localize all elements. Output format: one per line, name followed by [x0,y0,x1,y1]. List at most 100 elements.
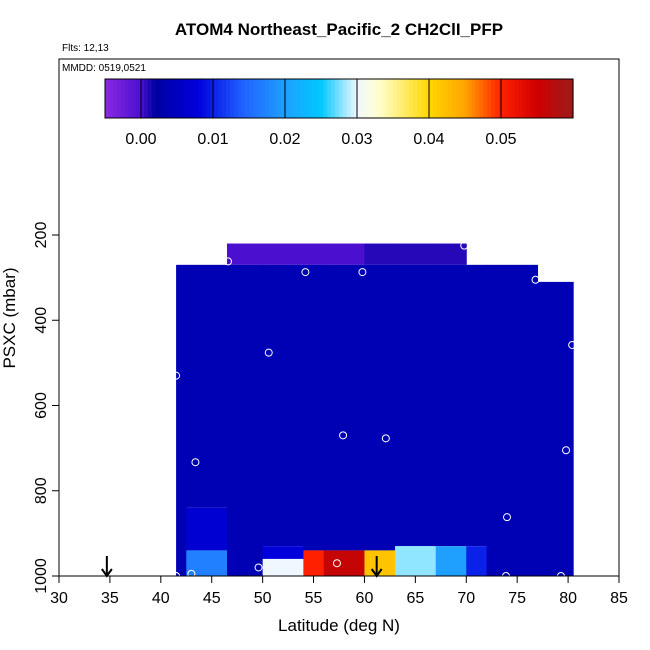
colorbar-segment [346,79,352,118]
heatmap-cell [262,558,304,576]
x-tick-label: 30 [50,590,68,607]
y-tick-label: 600 [33,392,50,419]
colorbar-segment [420,79,426,118]
colorbar-segment [385,79,391,118]
heatmap-cell [186,264,228,508]
colorbar-segment [128,79,133,118]
heatmap-cell [537,281,574,576]
sample-point [187,569,196,578]
heatmap-cell [262,264,304,547]
y-tick-label: 1000 [33,558,50,594]
heatmap-cell [323,264,365,551]
colorbar-segment [237,79,243,118]
colorbar-segment [105,79,110,118]
colorbar-segment [424,79,430,118]
colorbar-segment [362,79,367,118]
colorbar-segment [436,79,441,118]
colorbar-segment [401,79,406,118]
colorbar-segment [323,79,328,118]
x-tick-label: 75 [508,590,526,607]
colorbar-segment [311,79,317,118]
x-tick-label: 40 [152,590,170,607]
colorbar-segment [530,79,535,118]
colorbar-segment [557,79,562,118]
colorbar-segment [284,79,289,118]
sample-point [531,275,540,284]
colorbar-segment [463,79,469,118]
colorbar-segment [405,79,410,118]
x-tick-label: 65 [406,590,424,607]
x-tick-label: 80 [559,590,577,607]
sample-point [172,371,181,380]
colorbar-segment [144,79,149,118]
colorbar-segment [112,79,118,118]
colorbar-segment [483,79,488,118]
heatmap-cell [395,546,437,576]
colorbar-segment [175,79,180,118]
colorbar-segment [389,79,395,118]
colorbar-segment [487,79,492,118]
heatmap-cell [186,550,228,576]
colorbar-segment [268,79,274,118]
sample-point [503,513,511,522]
colorbar-segment [417,79,422,118]
colorbar-segment [233,79,239,118]
heatmap-cell [262,243,304,265]
colorbar-segment [272,79,278,118]
heatmap-cell [486,264,539,576]
colorbar-segment [124,79,129,118]
colorbar-segment [526,79,531,118]
colorbar-tick-label: 0.02 [269,131,300,148]
heatmap-cell [395,264,437,547]
heatmap-cell [323,243,365,265]
colorbar-segment [459,79,465,118]
colorbar-segment [190,79,196,118]
colorbar-segment [545,79,551,118]
colorbar-segment [179,79,184,118]
colorbar-segment [171,79,176,118]
heatmap-cell [176,264,187,576]
colorbar: 0.00 0.01 0.02 0.03 0.04 0.05 [104,78,574,148]
colorbar-segment [393,79,399,118]
colorbar-segment [225,79,231,118]
x-axis-label: Latitude (deg N) [278,616,400,635]
y-axis: 200 400 600 800 1000 [33,222,59,594]
x-tick-label: 70 [457,590,475,607]
heatmap-cell [466,264,488,547]
colorbar-segment [315,79,321,118]
colorbar-segment [249,79,254,118]
x-tick-label: 85 [610,590,628,607]
colorbar-segment [549,79,555,118]
colorbar-tick-label: 0.00 [125,131,156,148]
colorbar-segment [522,79,527,118]
heatmap-cell [227,264,264,576]
colorbar-segment [303,79,309,118]
colorbar-segment [448,79,453,118]
colorbar-tick-label: 0.05 [485,131,516,148]
colorbar-frame [104,78,574,119]
x-tick-label: 45 [203,590,221,607]
colorbar-segment [456,79,461,118]
colorbar-segment [327,79,332,118]
colorbar-segment [350,79,356,118]
colorbar-segment [413,79,418,118]
colorbar-segment [264,79,270,118]
x-axis: 30 35 40 45 50 55 60 65 70 75 80 85 [50,576,628,607]
colorbar-segment [381,79,387,118]
colorbar-tick-label: 0.03 [341,131,372,148]
colorbar-segment [366,79,371,118]
colorbar-segment [253,79,258,118]
colorbar-segment [378,79,383,118]
sample-point [358,268,367,277]
colorbar-segment [202,79,207,118]
sample-point [264,348,273,357]
colorbar-segment [206,79,211,118]
x-tick-label: 60 [356,590,374,607]
colorbar-segment [491,79,496,118]
colorbar-segment [534,79,539,118]
colorbar-segment [245,79,250,118]
colorbar-segment [510,79,516,118]
colorbar-segment [136,79,141,118]
sample-point [339,431,348,440]
x-tick-label: 35 [101,590,119,607]
